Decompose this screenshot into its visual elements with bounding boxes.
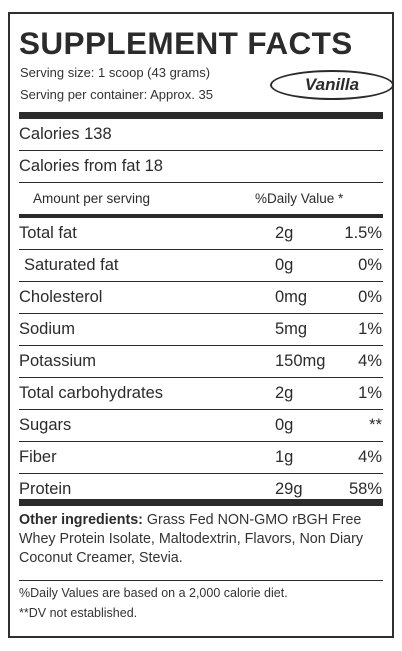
nutrient-name: Protein xyxy=(19,480,72,498)
supplement-facts-panel: SUPPLEMENT FACTS Serving size: 1 scoop (… xyxy=(8,12,394,638)
divider xyxy=(19,345,383,346)
nutrient-daily-value: 0% xyxy=(358,256,382,274)
divider xyxy=(19,313,383,314)
thick-divider xyxy=(19,112,383,119)
nutrient-amount: 150mg xyxy=(275,352,326,370)
nutrient-amount: 0g xyxy=(275,256,294,274)
nutrient-daily-value: 4% xyxy=(358,352,382,370)
divider xyxy=(19,182,383,183)
divider xyxy=(19,580,383,581)
calories-row: Calories 138 xyxy=(19,119,383,150)
ingredients-label: Other ingredients: xyxy=(19,512,143,528)
nutrient-row-sugars: Sugars 0g ** xyxy=(19,410,383,441)
nutrient-name: Cholesterol xyxy=(19,288,103,306)
header-divider xyxy=(19,214,383,218)
divider xyxy=(19,281,383,282)
divider xyxy=(19,473,383,474)
nutrient-daily-value: 1% xyxy=(358,320,382,338)
nutrient-amount: 1g xyxy=(275,448,294,466)
divider xyxy=(19,150,383,151)
other-ingredients: Other ingredients: Grass Fed NON-GMO rBG… xyxy=(19,511,383,568)
nutrient-amount: 0g xyxy=(275,416,294,434)
daily-value-header: %Daily Value * xyxy=(255,191,344,206)
nutrient-row-fiber: Fiber 1g 4% xyxy=(19,442,383,473)
divider xyxy=(19,249,383,250)
nutrient-name: Saturated fat xyxy=(24,256,119,274)
nutrient-row-sodium: Sodium 5mg 1% xyxy=(19,314,383,345)
thick-divider xyxy=(19,499,383,506)
column-header-row: Amount per serving %Daily Value * xyxy=(19,183,383,214)
nutrient-amount: 0mg xyxy=(275,288,308,306)
amount-per-serving-header: Amount per serving xyxy=(33,191,151,206)
nutrient-daily-value: 58% xyxy=(348,480,382,498)
divider xyxy=(19,441,383,442)
nutrient-row-potassium: Potassium 150mg 4% xyxy=(19,346,383,377)
nutrient-row-total-carbohydrates: Total carbohydrates 2g 1% xyxy=(19,378,383,409)
nutrient-amount: 2g xyxy=(275,384,294,402)
nutrient-name: Sugars xyxy=(19,416,72,434)
flavor-label: Vanilla xyxy=(304,75,360,94)
divider xyxy=(19,409,383,410)
calories-label: Calories 138 xyxy=(19,125,112,143)
nutrient-name: Fiber xyxy=(19,448,57,466)
nutrient-row-cholesterol: Cholesterol 0mg 0% xyxy=(19,282,383,313)
nutrient-name: Total carbohydrates xyxy=(19,384,163,402)
nutrient-daily-value: 1% xyxy=(358,384,382,402)
dv-not-established-footnote: **DV not established. xyxy=(19,606,138,620)
calories-from-fat-label: Calories from fat 18 xyxy=(19,157,163,175)
nutrient-amount: 29g xyxy=(275,480,303,498)
flavor-badge: Vanilla xyxy=(270,70,394,100)
nutrient-row-saturated-fat: Saturated fat 0g 0% xyxy=(19,250,383,281)
nutrient-daily-value: 4% xyxy=(358,448,382,466)
nutrient-amount: 2g xyxy=(275,224,294,242)
calories-from-fat-row: Calories from fat 18 xyxy=(19,151,383,182)
nutrient-name: Sodium xyxy=(19,320,75,338)
nutrient-row-total-fat: Total fat 2g 1.5% xyxy=(19,218,383,249)
daily-values-footnote: %Daily Values are based on a 2,000 calor… xyxy=(19,586,288,600)
nutrient-amount: 5mg xyxy=(275,320,308,338)
nutrient-daily-value: ** xyxy=(369,416,382,434)
nutrient-daily-value: 0% xyxy=(358,288,382,306)
ingredients-text: Grass Fed NON-GMO rBGH Free Whey Protein… xyxy=(19,512,364,566)
serving-size: Serving size: 1 scoop (43 grams) xyxy=(20,65,211,80)
nutrient-daily-value: 1.5% xyxy=(344,224,382,242)
divider xyxy=(19,377,383,378)
nutrient-name: Total fat xyxy=(19,224,77,242)
nutrient-name: Potassium xyxy=(19,352,97,370)
nutrient-row-protein: Protein 29g 58% xyxy=(19,474,383,505)
panel-title: SUPPLEMENT FACTS xyxy=(19,25,353,61)
servings-per-container: Serving per container: Approx. 35 xyxy=(20,87,213,102)
